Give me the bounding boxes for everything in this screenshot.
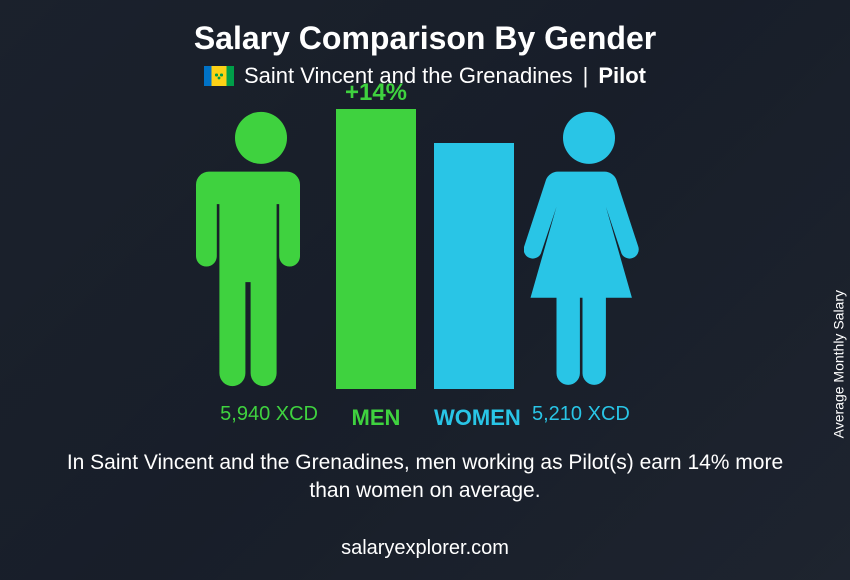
- separator: |: [583, 63, 589, 89]
- country-name: Saint Vincent and the Grenadines: [244, 63, 573, 89]
- labels-row: 5,940 XCD MEN WOMEN 5,210 XCD: [202, 397, 648, 431]
- y-axis-label: Average Monthly Salary: [830, 290, 846, 438]
- flag-icon: [204, 66, 234, 86]
- job-name: Pilot: [598, 63, 646, 89]
- footer-text: salaryexplorer.com: [341, 537, 509, 565]
- women-salary: 5,210 XCD: [532, 403, 630, 426]
- chart-area: +14%: [196, 109, 654, 389]
- man-icon: [196, 109, 326, 389]
- men-bar-label: MEN: [336, 405, 416, 431]
- bar-group: +14%: [336, 109, 514, 389]
- subtitle: Saint Vincent and the Grenadines | Pilot: [204, 63, 646, 89]
- page-title: Salary Comparison By Gender: [194, 20, 656, 57]
- woman-icon: [524, 109, 654, 389]
- women-bar: [434, 143, 514, 389]
- women-bar-label: WOMEN: [434, 405, 514, 431]
- description-text: In Saint Vincent and the Grenadines, men…: [65, 449, 785, 506]
- men-bar: [336, 109, 416, 389]
- men-column: [196, 109, 326, 389]
- pct-diff-label: +14%: [345, 79, 407, 107]
- women-column: [524, 109, 654, 389]
- men-salary: 5,940 XCD: [220, 403, 318, 426]
